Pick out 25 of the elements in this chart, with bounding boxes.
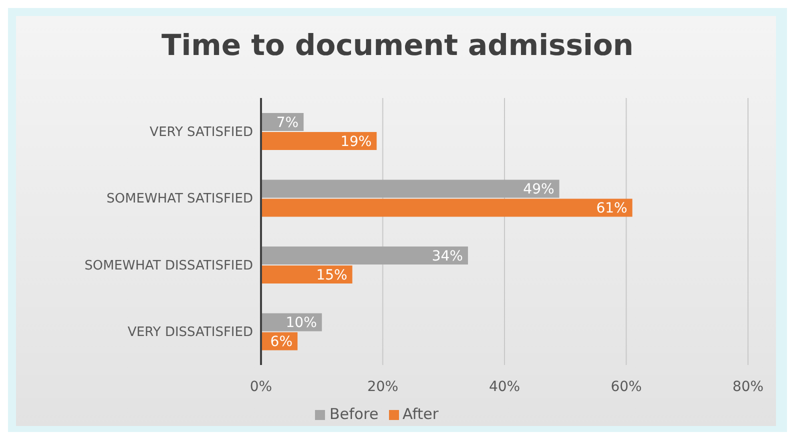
data-label: 61% — [596, 200, 628, 217]
x-tick-label: 20% — [367, 378, 398, 395]
x-tick-label: 0% — [250, 378, 272, 395]
legend-label: Before — [329, 405, 378, 423]
bar — [261, 246, 468, 264]
y-tick-label: VERY SATISFIED — [150, 124, 253, 140]
data-label: 19% — [340, 134, 372, 150]
bar — [261, 198, 632, 217]
data-label: 49% — [523, 182, 554, 198]
y-tick-label: VERY DISSATISFIED — [128, 325, 253, 340]
legend-label: After — [402, 405, 439, 423]
y-tick-label: SOMEWHAT DISSATISFIED — [84, 258, 253, 274]
x-tick-label: 60% — [610, 378, 642, 395]
data-label: 15% — [316, 267, 348, 284]
y-tick-label: SOMEWHAT SATISFIED — [106, 192, 253, 207]
data-label: 7% — [276, 114, 299, 131]
bar — [261, 266, 352, 284]
bar — [261, 180, 560, 198]
chart-title: Time to document admission — [160, 28, 635, 62]
data-label: 10% — [286, 315, 317, 332]
data-label: 6% — [270, 334, 293, 350]
x-tick-label: 40% — [488, 378, 520, 395]
data-label: 34% — [432, 248, 463, 264]
bar — [261, 132, 377, 150]
x-tick-label: 80% — [732, 378, 764, 395]
